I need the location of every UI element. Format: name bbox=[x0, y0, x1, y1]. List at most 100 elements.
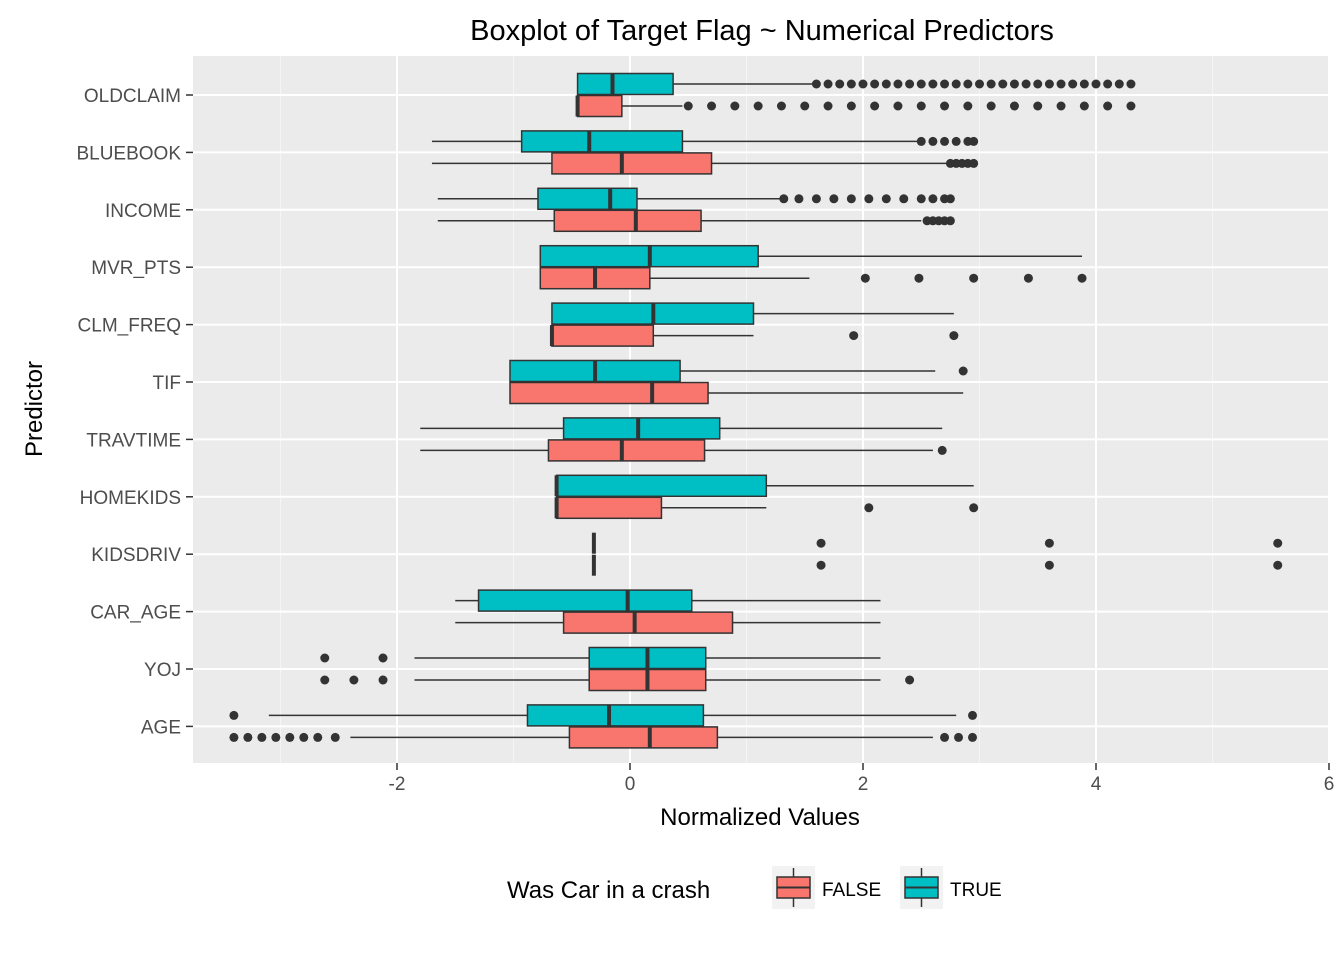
outlier-point bbox=[846, 101, 856, 111]
box-iqr bbox=[562, 417, 721, 440]
y-tick-label: BLUEBOOK bbox=[76, 143, 181, 164]
outlier-point bbox=[928, 136, 938, 146]
y-tick-label: TIF bbox=[153, 373, 182, 394]
box-true-homekids bbox=[554, 474, 974, 498]
box-false-clm_freq bbox=[549, 324, 959, 347]
outlier-point bbox=[849, 331, 859, 341]
outlier-point bbox=[229, 732, 239, 742]
outlier-point bbox=[1126, 101, 1136, 111]
outlier-point bbox=[881, 79, 891, 89]
outlier-point bbox=[320, 653, 330, 663]
box-false-oldclaim bbox=[575, 94, 1136, 118]
outlier-point bbox=[916, 136, 926, 146]
outlier-point bbox=[1103, 79, 1113, 89]
outlier-point bbox=[940, 732, 950, 742]
outlier-point bbox=[299, 732, 309, 742]
outlier-point bbox=[811, 79, 821, 89]
outlier-point bbox=[940, 79, 950, 89]
outlier-point bbox=[816, 560, 826, 570]
box-true-car_age bbox=[455, 589, 881, 612]
outlier-point bbox=[378, 675, 388, 685]
outlier-point bbox=[864, 503, 874, 513]
outlier-point bbox=[1079, 79, 1089, 89]
y-tick-label: AGE bbox=[141, 717, 181, 738]
chart-title: Boxplot of Target Flag ~ Numerical Predi… bbox=[470, 15, 1054, 47]
outlier-point bbox=[313, 732, 323, 742]
y-tick-label: INCOME bbox=[105, 201, 181, 222]
box-iqr bbox=[537, 187, 638, 211]
box-iqr bbox=[551, 324, 655, 347]
outlier-point bbox=[916, 79, 926, 89]
x-tick-label: 2 bbox=[858, 774, 869, 795]
outlier-point bbox=[330, 732, 340, 742]
box-true-bluebook bbox=[431, 130, 979, 153]
box-false-mvr_pts bbox=[539, 266, 1087, 290]
x-tick-label: -2 bbox=[389, 774, 406, 795]
box-iqr bbox=[576, 94, 623, 118]
outlier-point bbox=[320, 675, 330, 685]
outlier-point bbox=[870, 101, 880, 111]
outlier-point bbox=[963, 101, 973, 111]
outlier-point bbox=[954, 732, 964, 742]
outlier-point bbox=[916, 194, 926, 204]
outlier-point bbox=[881, 194, 891, 204]
y-tick-label: MVR_PTS bbox=[91, 258, 181, 279]
box-iqr bbox=[562, 611, 734, 634]
outlier-point bbox=[776, 101, 786, 111]
outlier-point bbox=[271, 732, 281, 742]
y-tick-label: CLM_FREQ bbox=[78, 316, 181, 337]
outlier-point bbox=[928, 194, 938, 204]
outlier-point bbox=[958, 366, 968, 376]
box-iqr bbox=[520, 130, 684, 153]
x-tick-label: 6 bbox=[1324, 774, 1335, 795]
outlier-point bbox=[1033, 101, 1043, 111]
outlier-point bbox=[1103, 101, 1113, 111]
y-tick-label: YOJ bbox=[144, 660, 181, 681]
box-true-kidsdriv bbox=[591, 532, 1283, 554]
box-iqr bbox=[555, 474, 768, 498]
outlier-point bbox=[1077, 273, 1087, 283]
outlier-point bbox=[916, 101, 926, 111]
outlier-point bbox=[860, 273, 870, 283]
outlier-point bbox=[949, 331, 959, 341]
box-iqr bbox=[576, 72, 674, 96]
outlier-point bbox=[998, 79, 1008, 89]
boxes bbox=[229, 72, 1283, 749]
legend: Was Car in a crash FALSE TRUE bbox=[507, 866, 1002, 909]
box-iqr bbox=[477, 589, 693, 612]
outlier-point bbox=[349, 675, 359, 685]
outlier-point bbox=[975, 79, 984, 89]
outlier-point bbox=[969, 273, 979, 283]
legend-label: FALSE bbox=[822, 880, 881, 901]
outlier-point bbox=[1009, 101, 1019, 111]
outlier-point bbox=[1273, 560, 1283, 570]
box-iqr bbox=[547, 439, 706, 462]
outlier-point bbox=[945, 194, 955, 204]
x-axis-title: Normalized Values bbox=[660, 804, 860, 831]
outlier-point bbox=[1126, 79, 1136, 89]
box-true-age bbox=[229, 704, 978, 727]
box-true-oldclaim bbox=[576, 72, 1136, 96]
outlier-point bbox=[835, 79, 845, 89]
outlier-point bbox=[285, 732, 295, 742]
outlier-point bbox=[951, 79, 961, 89]
outlier-point bbox=[846, 194, 856, 204]
plot-panel bbox=[193, 56, 1328, 763]
box-false-age bbox=[229, 726, 978, 749]
outlier-point bbox=[753, 101, 763, 111]
box-false-tif bbox=[509, 381, 964, 405]
outlier-point bbox=[846, 79, 856, 89]
outlier-point bbox=[951, 136, 961, 146]
outlier-point bbox=[928, 79, 938, 89]
outlier-point bbox=[937, 445, 947, 455]
outlier-point bbox=[1021, 79, 1031, 89]
outlier-point bbox=[1273, 538, 1283, 548]
box-false-homekids bbox=[554, 496, 979, 520]
box-iqr bbox=[553, 209, 702, 233]
outlier-point bbox=[899, 194, 909, 204]
outlier-point bbox=[730, 101, 740, 111]
box-true-mvr_pts bbox=[539, 244, 1083, 268]
box-false-kidsdriv bbox=[591, 554, 1283, 576]
box-iqr bbox=[526, 704, 705, 727]
outlier-point bbox=[969, 158, 979, 168]
